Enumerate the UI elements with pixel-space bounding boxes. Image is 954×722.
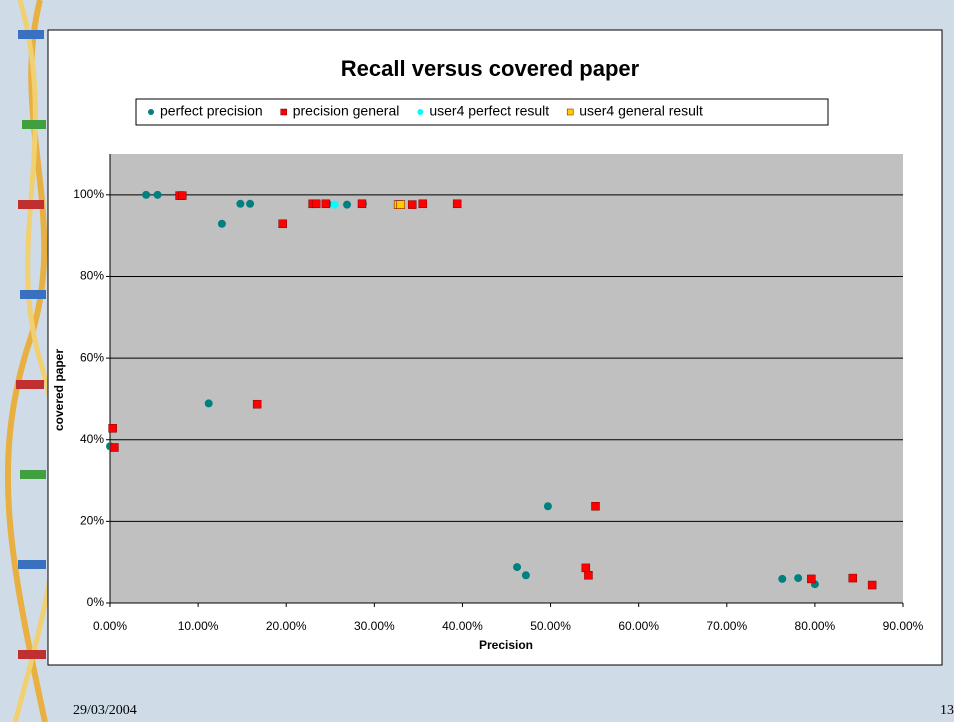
data-point xyxy=(343,201,351,209)
data-point xyxy=(279,220,287,228)
legend-label: user4 general result xyxy=(579,103,703,119)
x-tick-label: 80.00% xyxy=(795,619,836,633)
x-tick-label: 30.00% xyxy=(354,619,395,633)
data-point xyxy=(591,502,599,510)
y-tick-label: 0% xyxy=(87,595,105,609)
x-tick-label: 70.00% xyxy=(706,619,747,633)
data-point xyxy=(178,192,186,200)
plot-area xyxy=(110,154,903,603)
data-point xyxy=(453,200,461,208)
y-tick-label: 40% xyxy=(80,432,104,446)
data-point xyxy=(544,502,552,510)
y-tick-label: 20% xyxy=(80,514,104,528)
footer-date: 29/03/2004 xyxy=(73,703,137,718)
legend-marker xyxy=(417,109,423,115)
legend-label: perfect precision xyxy=(160,103,263,119)
x-tick-label: 20.00% xyxy=(266,619,307,633)
x-tick-label: 0.00% xyxy=(93,619,127,633)
data-point xyxy=(408,201,416,209)
data-point xyxy=(794,574,802,582)
data-point xyxy=(419,200,427,208)
data-point xyxy=(154,191,162,199)
data-point xyxy=(358,200,366,208)
data-point xyxy=(778,575,786,583)
x-tick-label: 90.00% xyxy=(883,619,924,633)
x-tick-label: 40.00% xyxy=(442,619,483,633)
legend-label: precision general xyxy=(293,103,400,119)
legend-marker xyxy=(148,109,154,115)
data-point xyxy=(109,424,117,432)
data-point xyxy=(522,571,530,579)
y-tick-label: 100% xyxy=(73,187,104,201)
data-point xyxy=(312,200,320,208)
data-point xyxy=(513,563,521,571)
data-point xyxy=(218,220,226,228)
data-point xyxy=(397,201,405,209)
data-point xyxy=(584,571,592,579)
data-point xyxy=(236,200,244,208)
data-point xyxy=(322,200,330,208)
y-tick-label: 80% xyxy=(80,269,104,283)
legend-marker xyxy=(281,109,287,115)
x-tick-label: 50.00% xyxy=(530,619,571,633)
legend-label: user4 perfect result xyxy=(429,103,549,119)
data-point xyxy=(142,191,150,199)
data-point xyxy=(110,443,118,451)
x-tick-label: 10.00% xyxy=(178,619,219,633)
data-point xyxy=(253,400,261,408)
chart-title: Recall versus covered paper xyxy=(341,56,640,81)
y-tick-label: 60% xyxy=(80,350,104,364)
data-point xyxy=(582,564,590,572)
data-point xyxy=(246,200,254,208)
data-point xyxy=(205,399,213,407)
legend-marker xyxy=(567,109,573,115)
page-number: 13 xyxy=(940,703,954,718)
y-axis-title: covered paper xyxy=(52,349,66,431)
slide: Recall versus covered paper Precision co… xyxy=(0,0,954,722)
data-point xyxy=(331,201,339,209)
x-tick-label: 60.00% xyxy=(618,619,659,633)
data-point xyxy=(807,575,815,583)
data-point xyxy=(849,574,857,582)
data-point xyxy=(868,581,876,589)
x-axis-title: Precision xyxy=(479,638,533,652)
